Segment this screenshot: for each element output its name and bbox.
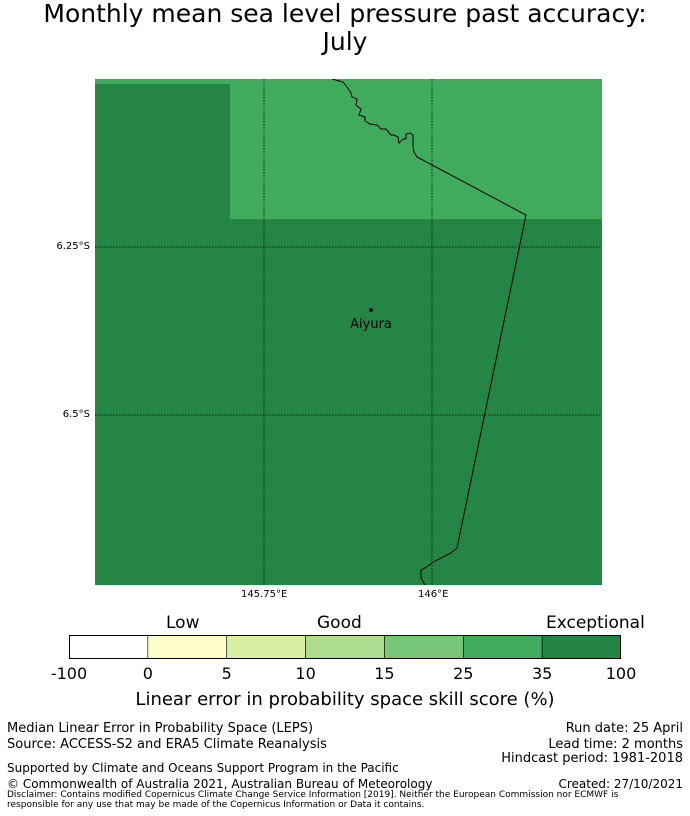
map-panel: Aiyura bbox=[95, 79, 602, 585]
colorbar-segment bbox=[462, 635, 543, 659]
colorbar-tick-label: -100 bbox=[50, 664, 88, 683]
footer-disclaimer: Disclaimer: Contains modified Copernicus… bbox=[7, 790, 619, 810]
colorbar-tick-label: 100 bbox=[605, 664, 637, 683]
colorbar-segment bbox=[384, 635, 464, 659]
footer-support: Supported by Climate and Oceans Support … bbox=[7, 761, 399, 775]
lat-label-6-25: 6.25°S bbox=[56, 241, 90, 252]
colorbar-tick-label: 25 bbox=[453, 664, 474, 683]
map-region-light-top bbox=[230, 79, 602, 219]
footer-copyright: © Commonwealth of Australia 2021, Austra… bbox=[7, 777, 433, 791]
map-region-light-strip bbox=[95, 79, 230, 84]
colorbar bbox=[69, 635, 621, 659]
colorbar-segment bbox=[69, 635, 149, 659]
coastline-border bbox=[331, 79, 527, 585]
footer-source: Source: ACCESS-S2 and ERA5 Climate Reana… bbox=[7, 737, 327, 752]
colorbar-segment bbox=[305, 635, 385, 659]
colorbar-tick-label: 10 bbox=[295, 664, 316, 683]
colorbar-segment bbox=[226, 635, 306, 659]
location-label: Aiyura bbox=[350, 317, 392, 332]
location-dot bbox=[369, 308, 373, 312]
title-line-2: July bbox=[322, 27, 368, 56]
lon-label-146: 146°E bbox=[418, 589, 449, 600]
colorbar-tick-label: 5 bbox=[221, 664, 232, 683]
map-canvas: Aiyura bbox=[95, 79, 602, 585]
footer-lead-time: Lead time: 2 months bbox=[548, 737, 683, 752]
colorbar-segment bbox=[147, 635, 228, 659]
footer-run-date: Run date: 25 April bbox=[565, 721, 683, 736]
lat-label-6-5: 6.5°S bbox=[62, 409, 90, 420]
lon-label-145-75: 145.75°E bbox=[241, 589, 288, 600]
footer-hindcast: Hindcast period: 1981-2018 bbox=[501, 751, 683, 766]
category-low: Low bbox=[166, 613, 200, 633]
category-exceptional: Exceptional bbox=[546, 613, 645, 633]
category-good: Good bbox=[317, 613, 362, 633]
chart-title: Monthly mean sea level pressure past acc… bbox=[0, 0, 690, 56]
colorbar-title: Linear error in probability space skill … bbox=[135, 689, 555, 710]
colorbar-tick-label: 0 bbox=[142, 664, 153, 683]
colorbar-tick-label: 35 bbox=[531, 664, 553, 683]
colorbar-tick-label: 15 bbox=[374, 664, 395, 683]
title-line-1: Monthly mean sea level pressure past acc… bbox=[43, 0, 647, 28]
colorbar-segment bbox=[541, 635, 621, 659]
footer-created: Created: 27/10/2021 bbox=[558, 777, 683, 791]
footer-leps: Median Linear Error in Probability Space… bbox=[7, 721, 314, 736]
colorbar-outline bbox=[69, 635, 621, 659]
